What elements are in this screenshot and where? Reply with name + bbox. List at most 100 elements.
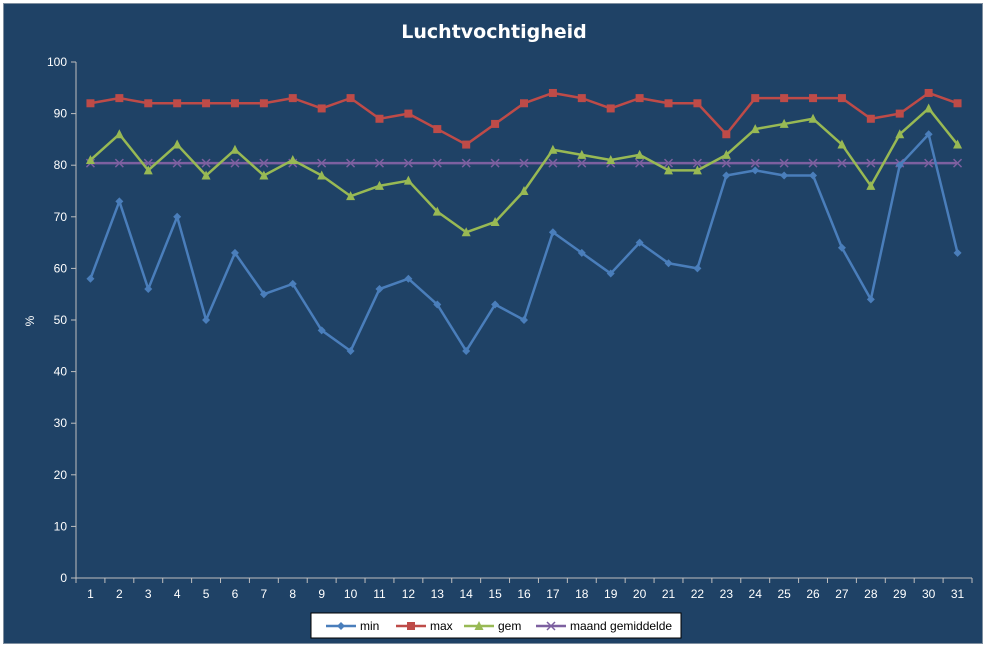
data-point-maand-gemiddelde (721, 158, 731, 168)
y-tick-label: 50 (54, 313, 68, 327)
data-point-gem (692, 165, 702, 175)
data-point-gem (432, 206, 442, 216)
x-tick-label: 3 (145, 587, 152, 601)
data-point-maand-gemiddelde (490, 158, 500, 168)
data-point-min (230, 248, 239, 257)
data-point-min (404, 274, 413, 283)
legend-item-maand-gemiddelde: maand gemiddelde (536, 619, 672, 633)
data-point-min (751, 166, 760, 175)
data-point-min (895, 161, 904, 170)
x-tick-label: 12 (402, 587, 416, 601)
data-point-min (520, 316, 528, 324)
data-point-maand-gemiddelde (577, 158, 587, 168)
x-tick-label: 28 (864, 587, 878, 601)
data-point-maand-gemiddelde (346, 158, 356, 168)
data-point-min (866, 295, 875, 304)
data-point-min (953, 248, 962, 257)
series-max (86, 88, 962, 149)
chart-frame: Luchtvochtigheid % 0 10 20 30 40 50 60 70 80 90 10… (3, 3, 983, 644)
data-point-gem (519, 186, 529, 195)
legend-item-gem: gem (464, 619, 521, 633)
data-point-gem (895, 129, 905, 139)
data-point-maand-gemiddelde (924, 158, 934, 168)
x-tick-label: 24 (749, 587, 763, 601)
data-point-max (693, 99, 702, 108)
data-point-maand-gemiddelde (172, 158, 182, 168)
x-tick-label: 27 (835, 587, 849, 601)
legend-label: min (360, 619, 379, 633)
data-point-gem (577, 149, 587, 159)
data-point-max (924, 88, 933, 97)
data-point-max (577, 94, 586, 103)
series-min (86, 130, 962, 355)
data-point-min (606, 269, 615, 278)
data-point-maand-gemiddelde (837, 158, 847, 168)
x-tick-label: 4 (174, 587, 181, 601)
data-point-min (635, 238, 644, 247)
data-point-maand-gemiddelde (779, 158, 789, 168)
x-tick-label: 9 (318, 587, 325, 601)
data-point-maand-gemiddelde (663, 158, 674, 168)
data-point-max (317, 104, 326, 113)
x-tick-label: 23 (720, 587, 734, 601)
data-point-gem (143, 165, 153, 175)
series-layer (85, 88, 963, 355)
x-tick-label: 30 (922, 587, 936, 601)
data-point-gem (230, 144, 240, 154)
data-point-maand-gemiddelde (548, 158, 558, 168)
data-point-maand-gemiddelde (114, 158, 124, 168)
data-point-gem (548, 144, 558, 154)
legend-item-max: max (396, 619, 453, 633)
legend: min max gem maand gemiddelde (310, 612, 682, 639)
data-point-maand-gemiddelde (750, 158, 760, 168)
data-point-min (173, 212, 182, 221)
data-point-max (433, 125, 442, 134)
data-point-gem (924, 103, 934, 113)
chart-svg: Luchtvochtigheid % 0 10 20 30 40 50 60 70 80 90 10… (23, 21, 973, 639)
data-point-gem (346, 191, 356, 201)
legend-box (310, 612, 682, 639)
data-point-min (259, 290, 268, 299)
y-tick-label: 90 (54, 107, 68, 121)
data-point-max (548, 88, 557, 97)
data-point-min (462, 346, 471, 355)
x-tick-label: 21 (662, 587, 676, 601)
y-tick-label: 80 (54, 158, 68, 172)
data-point-max (722, 130, 731, 139)
x-tick-label: 26 (806, 587, 820, 601)
data-point-gem (721, 149, 731, 159)
data-point-min (548, 228, 557, 237)
data-point-min (346, 346, 355, 355)
x-tick-label: 6 (232, 587, 239, 601)
data-point-gem (866, 180, 876, 190)
data-point-gem (606, 155, 616, 165)
legend-swatch-marker (337, 622, 345, 630)
data-point-maand-gemiddelde (201, 158, 211, 168)
x-ticks: 1 2 3 4 5 6 7 8 9 10 11 12 13 14 15 16 17 18 19 20 21 22 23 24 2… (75, 578, 973, 601)
data-point-max (606, 104, 615, 113)
data-point-maand-gemiddelde (461, 158, 471, 168)
data-point-max (462, 140, 471, 149)
data-point-max (837, 94, 846, 103)
x-tick-label: 22 (691, 587, 705, 601)
data-point-max (144, 99, 153, 108)
x-tick-label: 25 (777, 587, 791, 601)
x-tick-label: 20 (633, 587, 647, 601)
y-tick-label: 10 (54, 519, 68, 533)
data-point-gem (837, 139, 847, 149)
x-tick-label: 8 (289, 587, 296, 601)
legend-swatch-marker (546, 621, 556, 631)
x-tick-label: 14 (460, 587, 474, 601)
data-point-min (809, 171, 818, 180)
data-point-min (664, 259, 673, 268)
data-point-min (433, 300, 442, 309)
data-point-max (259, 99, 268, 108)
data-point-max (173, 99, 182, 108)
data-point-min (693, 264, 702, 273)
y-tick-label: 20 (54, 468, 68, 482)
data-point-maand-gemiddelde (808, 158, 818, 168)
y-axis-label: % (23, 315, 37, 326)
legend-label: maand gemiddelde (570, 619, 672, 633)
data-point-min (86, 274, 95, 283)
x-tick-label: 10 (344, 587, 358, 601)
